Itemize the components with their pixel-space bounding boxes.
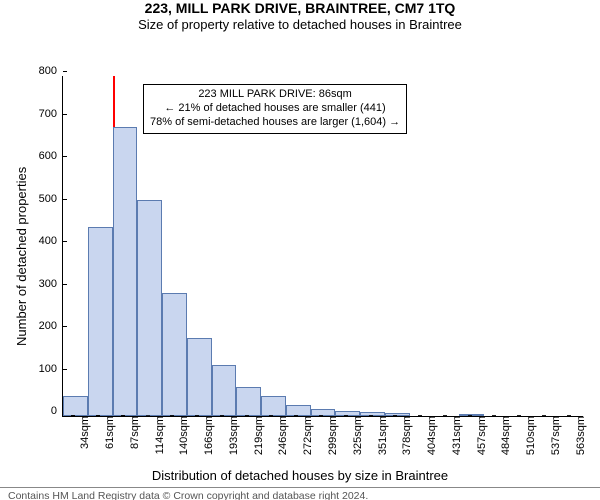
property-infobox: 223 MILL PARK DRIVE: 86sqm← 21% of detac… [143,84,407,133]
x-tick: 563sqm [571,416,587,455]
histogram-bar [261,396,286,416]
x-tick: 537sqm [546,416,562,455]
x-tick: 351sqm [373,416,389,455]
footer-attribution: Contains HM Land Registry data © Crown c… [0,487,600,500]
y-axis-label: Number of detached properties [14,167,29,346]
x-tick: 166sqm [199,416,215,455]
infobox-line: 223 MILL PARK DRIVE: 86sqm [150,88,400,102]
infobox-line: ← 21% of detached houses are smaller (44… [150,102,400,116]
x-tick: 457sqm [472,416,488,455]
y-tick: 300 [39,278,63,290]
y-tick: 600 [39,150,63,162]
x-tick: 61sqm [100,416,116,449]
x-tick: 299sqm [323,416,339,455]
histogram-bar [63,396,88,416]
x-tick: 140sqm [174,416,190,455]
x-tick: 246sqm [273,416,289,455]
y-tick: 100 [39,363,63,375]
page-title: 223, MILL PARK DRIVE, BRAINTREE, CM7 1TQ… [0,0,600,32]
title-subtitle: Size of property relative to detached ho… [0,17,600,33]
x-tick: 219sqm [249,416,265,455]
histogram-bar [162,293,187,416]
x-tick: 272sqm [298,416,314,455]
x-tick: 193sqm [224,416,240,455]
plot-region: 223 MILL PARK DRIVE: 86sqm← 21% of detac… [62,76,583,417]
y-tick: 200 [39,320,63,332]
histogram-bar [212,365,237,416]
histogram-bar [88,227,113,416]
x-tick: 325sqm [348,416,364,455]
x-tick: 378sqm [397,416,413,455]
footer-line-1: Contains HM Land Registry data © Crown c… [8,490,592,500]
histogram-bar [286,405,311,417]
x-tick: 484sqm [496,416,512,455]
x-tick: 431sqm [447,416,463,455]
x-tick: 34sqm [75,416,91,449]
y-tick: 700 [39,108,63,120]
x-tick: 87sqm [125,416,141,449]
x-tick: 510sqm [521,416,537,455]
chart-area: Number of detached properties 223 MILL P… [0,32,600,466]
x-tick: 404sqm [422,416,438,455]
histogram-bar [187,338,212,417]
histogram-bar [113,127,138,416]
y-tick: 500 [39,193,63,205]
title-address: 223, MILL PARK DRIVE, BRAINTREE, CM7 1TQ [0,0,600,17]
y-tick: 800 [39,65,63,77]
infobox-line: 78% of semi-detached houses are larger (… [150,116,400,130]
histogram-bar [236,387,261,417]
y-tick: 400 [39,235,63,247]
y-tick: 0 [51,405,63,417]
x-axis-label: Distribution of detached houses by size … [0,468,600,483]
histogram-bar [137,200,162,417]
x-tick: 114sqm [150,416,166,454]
